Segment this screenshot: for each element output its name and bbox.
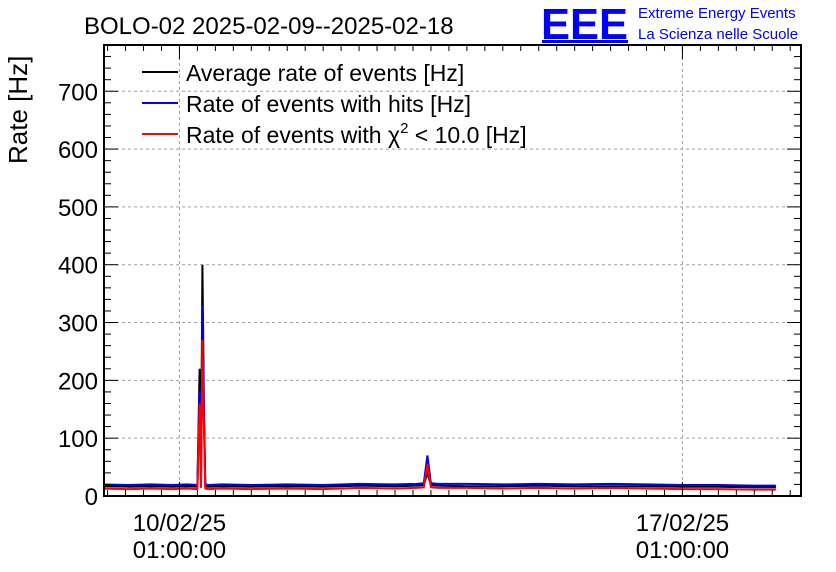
plot-frame [103, 44, 802, 497]
y-tick-label: 600 [58, 137, 98, 164]
series-line-chi2 [104, 339, 776, 491]
x-tick-label-date: 10/02/25 [133, 510, 226, 537]
y-tick-label: 700 [58, 79, 98, 106]
series-line-hits [104, 305, 776, 487]
y-tick-label: 500 [58, 195, 98, 222]
org-name-line1: Extreme Energy Events [638, 5, 796, 22]
x-tick-label-time: 01:00:00 [636, 537, 729, 564]
y-tick-label: 100 [58, 426, 98, 453]
x-tick-label-date: 17/02/25 [636, 510, 729, 537]
y-tick-label: 0 [85, 484, 98, 511]
legend-label-chi2: Rate of events with χ2 < 10.0 [Hz] [186, 120, 527, 148]
y-tick-label: 300 [58, 311, 98, 338]
grid-lines [104, 45, 801, 496]
logo-underline [542, 40, 628, 43]
series-line-average [104, 264, 776, 489]
series-lines [104, 264, 776, 491]
x-tick-label-time: 01:00:00 [133, 537, 226, 564]
org-name-line2: La Scienza nelle Scuole [638, 26, 798, 43]
axes: 010020030040050060070010/02/2501:00:0017… [58, 44, 802, 564]
chart-title: BOLO-02 2025-02-09--2025-02-18 [84, 13, 454, 40]
legend-label-hits: Rate of events with hits [Hz] [186, 91, 471, 117]
legend: Average rate of events [Hz] Rate of even… [142, 60, 527, 148]
y-axis-label: Rate [Hz] [3, 56, 33, 164]
legend-label-average: Average rate of events [Hz] [186, 60, 464, 86]
y-tick-label: 400 [58, 253, 98, 280]
y-tick-label: 200 [58, 368, 98, 395]
